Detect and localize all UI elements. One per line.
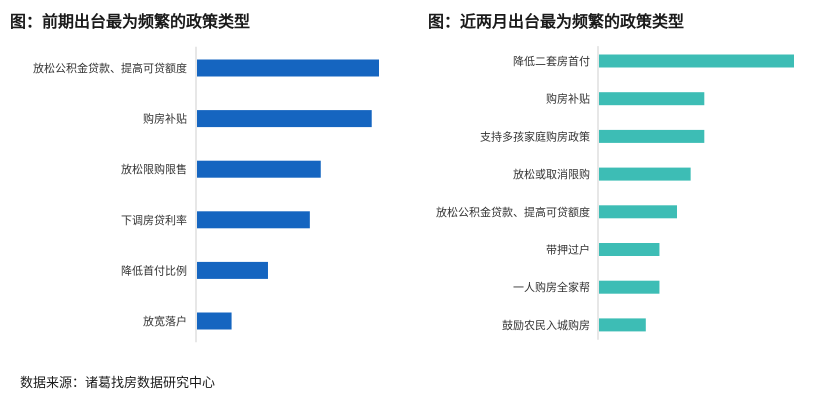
category-label: 降低首付比例 [121,263,187,277]
data-source-note: 数据来源：诸葛找房数据研究中心 [20,376,216,391]
category-label: 购房补贴 [143,112,187,126]
category-label: 鼓励农民入城购房 [502,318,590,332]
category-label: 支持多孩家庭购房政策 [480,129,590,143]
bar [197,211,310,229]
category-label: 放松或取消限购 [513,167,590,181]
right-chart-panel: 图：近两月出台最为频繁的政策类型 降低二套房首付购房补贴支持多孩家庭购房政策放松… [420,0,820,360]
category-label: 购房补贴 [546,92,590,106]
category-label: 放宽落户 [143,314,187,328]
bar [599,129,705,143]
category-label: 放松公积金贷款、提高可贷额度 [33,61,187,75]
left-chart-panel: 图：前期出台最为频繁的政策类型 放松公积金贷款、提高可贷额度购房补贴放松限购限售… [0,0,400,360]
bar [599,167,691,181]
category-label: 降低二套房首付 [513,54,590,68]
bar [197,160,321,178]
bar [197,110,372,128]
bar [599,243,660,256]
bar [599,54,794,68]
bar [197,59,379,77]
category-label: 带押过户 [546,243,590,257]
right-chart-title: 图：近两月出台最为频繁的政策类型 [428,12,685,31]
category-label: 放松限购限售 [121,162,187,176]
bar [599,280,660,294]
bar [599,318,646,332]
bar [197,312,232,330]
category-label: 下调房贷利率 [121,213,187,227]
category-label: 一人购房全家帮 [513,280,590,294]
bar [599,92,705,106]
bar [197,261,268,279]
bar [599,205,677,219]
right-bar-chart: 降低二套房首付购房补贴支持多孩家庭购房政策放松或取消限购放松公积金贷款、提高可贷… [436,46,794,340]
category-label: 放松公积金贷款、提高可贷额度 [436,205,590,219]
left-chart-title: 图：前期出台最为频繁的政策类型 [10,12,251,31]
